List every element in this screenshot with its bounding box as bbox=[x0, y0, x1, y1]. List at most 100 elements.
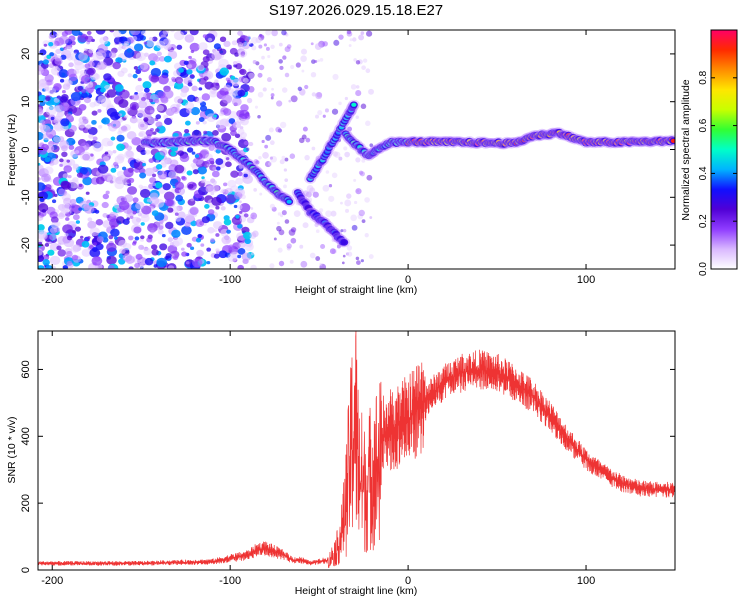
noise-blob bbox=[310, 42, 314, 46]
noise-blob bbox=[139, 62, 149, 70]
noise-blob bbox=[265, 134, 272, 141]
noise-blob bbox=[190, 162, 196, 168]
noise-blob bbox=[38, 107, 44, 115]
noise-blob bbox=[45, 265, 54, 269]
noise-blob bbox=[231, 40, 238, 46]
noise-blob bbox=[209, 87, 217, 94]
noise-blob bbox=[188, 55, 192, 60]
noise-blob bbox=[368, 254, 374, 260]
noise-blob bbox=[322, 114, 326, 118]
noise-blob bbox=[353, 178, 357, 182]
noise-blob bbox=[183, 60, 189, 66]
noise-blob bbox=[290, 95, 298, 103]
noise-blob bbox=[241, 252, 252, 262]
noise-blob bbox=[157, 91, 166, 99]
noise-blob bbox=[151, 182, 156, 187]
noise-blob bbox=[154, 98, 160, 104]
noise-blob bbox=[38, 211, 41, 216]
noise-blob bbox=[315, 114, 320, 119]
noise-blob bbox=[69, 198, 77, 205]
noise-blob bbox=[45, 96, 51, 102]
noise-blob bbox=[213, 253, 220, 259]
noise-blob bbox=[255, 160, 260, 165]
colorbar-tick-label: 0.8 bbox=[698, 70, 709, 84]
noise-blob bbox=[288, 99, 292, 103]
noise-blob bbox=[159, 243, 168, 251]
noise-blob bbox=[93, 100, 101, 107]
noise-blob bbox=[53, 82, 62, 91]
noise-blob bbox=[88, 48, 94, 54]
noise-blob bbox=[151, 249, 159, 256]
noise-blob bbox=[53, 118, 60, 124]
noise-blob bbox=[71, 30, 81, 37]
noise-blob bbox=[269, 263, 275, 269]
noise-blob bbox=[38, 265, 45, 269]
noise-blob bbox=[179, 153, 190, 163]
spectrogram-y-tick-label: -10 bbox=[20, 189, 32, 205]
noise-blob bbox=[235, 177, 244, 185]
colorbar: 0.0 0.2 0.4 0.6 0.8 Normalized spectral ampl… bbox=[680, 29, 738, 276]
noise-blob bbox=[131, 216, 141, 225]
noise-blob bbox=[226, 229, 231, 234]
noise-blob bbox=[80, 142, 90, 151]
noise-blob bbox=[38, 241, 43, 246]
noise-blob bbox=[315, 229, 320, 233]
noise-blob bbox=[248, 141, 254, 147]
noise-blob bbox=[65, 250, 73, 257]
noise-blob bbox=[139, 188, 151, 199]
noise-blob bbox=[215, 205, 220, 210]
noise-blob bbox=[129, 215, 134, 219]
noise-blob bbox=[101, 201, 109, 209]
noise-blob bbox=[230, 251, 239, 259]
noise-blob bbox=[78, 183, 83, 187]
noise-blob bbox=[38, 182, 46, 191]
noise-blob bbox=[344, 199, 352, 207]
noise-blob bbox=[301, 69, 305, 73]
noise-blob bbox=[203, 76, 209, 81]
noise-blob bbox=[213, 114, 218, 118]
noise-blob bbox=[172, 255, 179, 261]
noise-blob bbox=[227, 79, 231, 84]
noise-blob bbox=[186, 242, 192, 248]
noise-blob bbox=[141, 97, 146, 102]
noise-blob bbox=[315, 256, 321, 261]
noise-blob bbox=[314, 43, 322, 51]
snr-y-tick-label: 200 bbox=[20, 494, 32, 512]
noise-blob bbox=[55, 65, 59, 69]
noise-blob bbox=[270, 93, 275, 97]
noise-blob bbox=[258, 155, 262, 160]
noise-blob bbox=[38, 164, 44, 171]
noise-blob bbox=[68, 144, 75, 150]
noise-blob bbox=[181, 175, 186, 180]
noise-blob bbox=[319, 208, 324, 213]
noise-blob bbox=[132, 197, 139, 203]
noise-blob bbox=[284, 219, 290, 224]
spectrogram-blobs bbox=[38, 30, 675, 269]
snr-y-tick-label: 0 bbox=[20, 567, 32, 573]
noise-blob bbox=[184, 128, 190, 134]
noise-blob bbox=[81, 248, 92, 257]
noise-blob bbox=[278, 59, 283, 64]
noise-blob bbox=[257, 72, 263, 78]
noise-blob bbox=[340, 201, 343, 205]
snr-series-line bbox=[38, 331, 675, 569]
noise-blob bbox=[154, 182, 163, 189]
noise-blob bbox=[101, 137, 112, 147]
noise-blob bbox=[167, 207, 174, 213]
noise-blob bbox=[39, 101, 46, 107]
noise-blob bbox=[91, 256, 103, 266]
noise-blob bbox=[284, 157, 289, 162]
noise-blob bbox=[136, 209, 141, 214]
noise-blob bbox=[79, 69, 87, 76]
noise-blob bbox=[199, 105, 208, 112]
noise-blob bbox=[147, 234, 153, 239]
noise-blob bbox=[203, 130, 208, 135]
noise-blob bbox=[97, 109, 102, 113]
noise-blob bbox=[347, 251, 353, 257]
noise-blob bbox=[118, 239, 128, 248]
noise-blob bbox=[259, 192, 263, 196]
noise-blob bbox=[202, 34, 208, 38]
noise-blob bbox=[92, 73, 101, 81]
noise-blob bbox=[125, 145, 133, 151]
noise-blob bbox=[102, 213, 108, 218]
